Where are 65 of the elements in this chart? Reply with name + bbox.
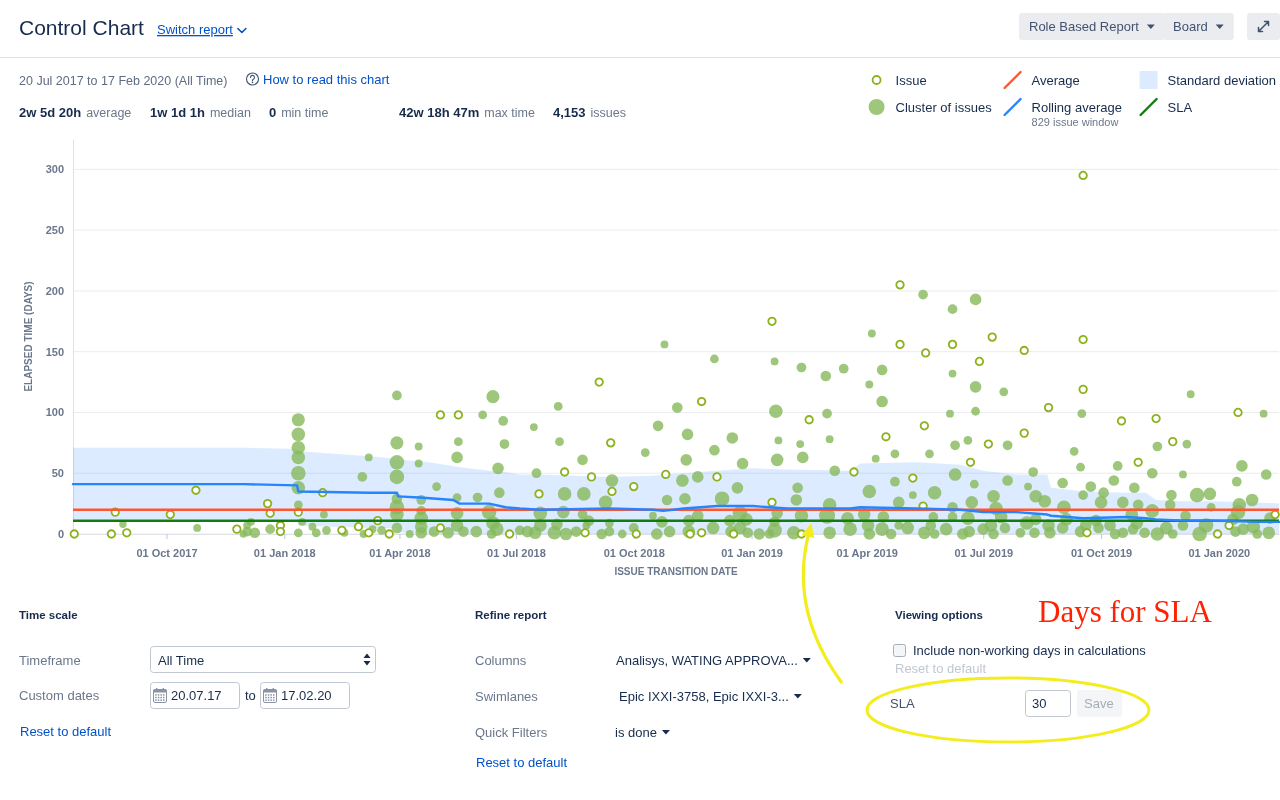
text: to (245, 688, 256, 703)
text: Switch report (157, 22, 234, 37)
text: SLA (890, 695, 915, 711)
text: 0 (268, 105, 277, 120)
text: Save (1084, 696, 1114, 711)
text: 30 (1032, 696, 1047, 711)
text: 42w 18h 47m (399, 105, 480, 120)
y-tick-label: 300 (45, 163, 64, 176)
x-tick-label: 01 Jan 2019 (721, 546, 783, 559)
y-tick-label: 100 (45, 406, 64, 419)
text: Reset to default (895, 660, 987, 676)
x-tick-label: 01 Jan 2018 (253, 546, 316, 559)
text: Standard deviation (1167, 72, 1276, 88)
x-tick-label: 01 Oct 2017 (136, 546, 198, 559)
text: 2w 5d 20h (19, 105, 82, 120)
text: Quick Filters (475, 724, 548, 740)
y-tick-label: 150 (45, 345, 64, 358)
text: Swimlanes (475, 688, 539, 704)
x-tick-label: 01 Jan 2020 (1188, 546, 1251, 559)
text: Reset to default (20, 723, 112, 739)
text: 829 issue window (1031, 116, 1119, 128)
text: issues (590, 106, 626, 120)
text: Epic IXXI-3758, Epic IXXI-3... (619, 688, 789, 704)
x-tick-label: 01 Jul 2019 (954, 546, 1014, 559)
legend-label: Issue (895, 72, 927, 88)
x-tick-label: 01 Oct 2019 (1070, 546, 1133, 559)
x-tick-label: 01 Apr 2019 (836, 546, 898, 559)
text: average (86, 106, 132, 120)
text: Days for SLA (1038, 594, 1213, 629)
text: Role Based Report (1029, 19, 1140, 34)
legend-label: Cluster of issues (895, 99, 993, 115)
legend-label: SLA (1167, 99, 1193, 115)
text: median (209, 106, 251, 120)
y-tick-label: 0 (57, 528, 64, 541)
text: All Time (158, 652, 205, 668)
text: min time (281, 106, 329, 120)
legend-label: Rolling average (1031, 99, 1122, 115)
y-tick-label: 50 (51, 467, 64, 480)
text: Timeframe (19, 652, 81, 668)
text: Include non-working days in calculations (913, 642, 1147, 658)
text: Columns (475, 652, 527, 668)
text: Reset to default (476, 754, 568, 770)
text: Viewing options (895, 609, 983, 621)
text: 20.07.17 (171, 688, 222, 703)
text: 1w 1d 1h (150, 105, 205, 120)
text: 17.02.20 (281, 688, 332, 703)
chart-subtitle: 20 Jul 2017 to 17 Feb 2020 (All Time) (19, 73, 228, 88)
x-tick-label: 01 Oct 2018 (603, 546, 665, 559)
y-tick-label: 200 (45, 284, 64, 297)
text: max time (484, 106, 535, 120)
text: is done (615, 724, 657, 740)
text: How to read this chart (263, 71, 390, 87)
text: Time scale (19, 609, 78, 621)
chart-title: Control Chart (19, 16, 145, 39)
text: Analisys, WATING APPROVA... (616, 652, 798, 668)
x-tick-label: 01 Jul 2018 (487, 546, 546, 559)
y-axis-title: ELAPSED TIME (DAYS) (23, 281, 34, 392)
text: Custom dates (19, 687, 100, 703)
x-axis-title: ISSUE TRANSITION DATE (614, 566, 738, 577)
x-tick-label: 01 Apr 2018 (369, 546, 431, 559)
text: 4,153 (552, 105, 586, 120)
y-tick-label: 250 (45, 224, 64, 237)
text: Refine report (475, 609, 547, 621)
legend-label: Average (1031, 72, 1080, 88)
text: Board (1173, 19, 1208, 34)
